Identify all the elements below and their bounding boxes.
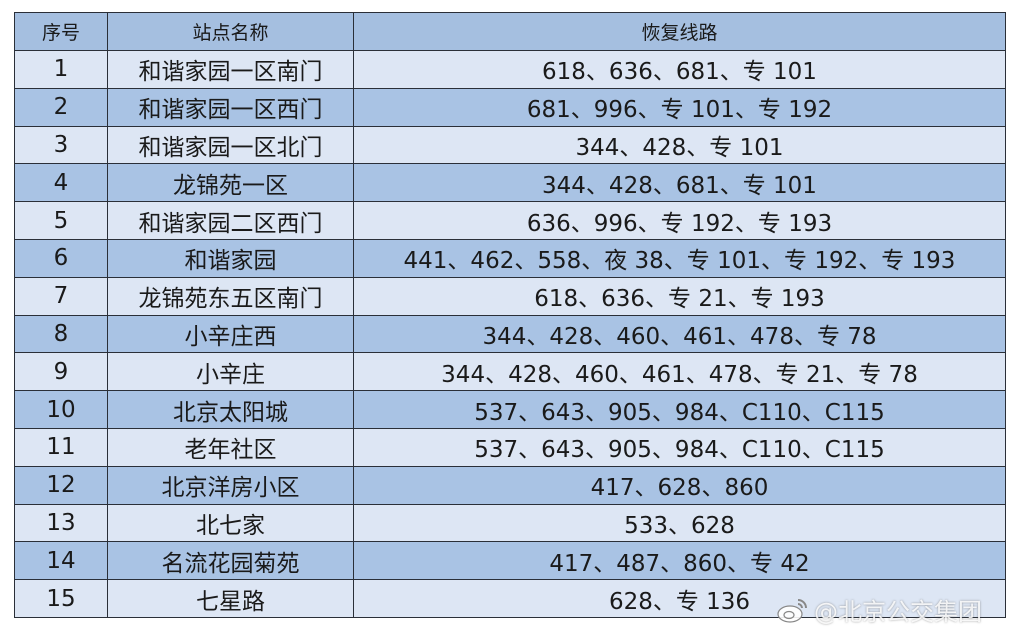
cell-index: 3	[14, 125, 108, 165]
table-row: 12 北京洋房小区 417、628、860	[14, 465, 1006, 505]
cell-station: 北京洋房小区	[107, 465, 354, 505]
cell-routes: 344、428、681、专 101	[353, 163, 1006, 203]
cell-station: 名流花园菊苑	[107, 541, 354, 581]
cell-index: 13	[14, 503, 108, 543]
table-row: 7 龙锦苑东五区南门 618、636、专 21、专 193	[14, 276, 1006, 316]
table-row: 6 和谐家园 441、462、558、夜 38、专 101、专 192、专 193	[14, 238, 1006, 278]
table-header-row: 序号 站点名称 恢复线路	[14, 12, 1006, 51]
cell-routes: 344、428、460、461、478、专 78	[353, 314, 1006, 354]
cell-station: 和谐家园一区西门	[107, 87, 354, 127]
table-row: 10 北京太阳城 537、643、905、984、C110、C115	[14, 390, 1006, 429]
table-row: 9 小辛庄 344、428、460、461、478、专 21、专 78	[14, 352, 1006, 392]
cell-routes: 618、636、681、专 101	[353, 50, 1006, 89]
cell-routes: 344、428、专 101	[353, 125, 1006, 165]
cell-routes: 537、643、905、984、C110、C115	[353, 390, 1006, 429]
table-row: 3 和谐家园一区北门 344、428、专 101	[14, 125, 1006, 165]
cell-station: 龙锦苑一区	[107, 163, 354, 203]
cell-routes: 417、628、860	[353, 465, 1006, 505]
cell-station: 和谐家园一区南门	[107, 50, 354, 89]
cell-routes: 344、428、460、461、478、专 21、专 78	[353, 352, 1006, 392]
table-row: 1 和谐家园一区南门 618、636、681、专 101	[14, 50, 1006, 89]
cell-station: 小辛庄	[107, 352, 354, 392]
weibo-logo-icon	[777, 598, 807, 623]
cell-station: 七星路	[107, 579, 354, 618]
table-row: 11 老年社区 537、643、905、984、C110、C115	[14, 427, 1006, 467]
table-row: 5 和谐家园二区西门 636、996、专 192、专 193	[14, 201, 1006, 240]
cell-station: 北京太阳城	[107, 390, 354, 429]
watermark-text: @北京公交集团	[814, 598, 982, 626]
cell-index: 15	[14, 579, 108, 618]
weibo-watermark: @北京公交集团	[776, 592, 982, 627]
cell-index: 2	[14, 87, 108, 127]
table-row: 13 北七家 533、628	[14, 503, 1006, 543]
header-routes: 恢复线路	[353, 12, 1006, 51]
table-row: 4 龙锦苑一区 344、428、681、专 101	[14, 163, 1006, 203]
cell-index: 7	[14, 276, 108, 316]
cell-index: 12	[14, 465, 108, 505]
cell-index: 8	[14, 314, 108, 354]
bus-route-recovery-table: 序号 站点名称 恢复线路 1 和谐家园一区南门 618、636、681、专 101 2…	[14, 12, 1006, 618]
cell-index: 5	[14, 201, 108, 240]
cell-routes: 417、487、860、专 42	[353, 541, 1006, 581]
cell-routes: 628、专 136	[353, 579, 1006, 618]
cell-routes: 533、628	[353, 503, 1006, 543]
cell-index: 1	[14, 50, 108, 89]
cell-station: 和谐家园一区北门	[107, 125, 354, 165]
cell-station: 龙锦苑东五区南门	[107, 276, 354, 316]
cell-index: 11	[14, 427, 108, 467]
cell-station: 老年社区	[107, 427, 354, 467]
cell-routes: 618、636、专 21、专 193	[353, 276, 1006, 316]
cell-station: 小辛庄西	[107, 314, 354, 354]
table-row: 8 小辛庄西 344、428、460、461、478、专 78	[14, 314, 1006, 354]
cell-index: 6	[14, 238, 108, 278]
header-station: 站点名称	[107, 12, 354, 51]
table-row: 2 和谐家园一区西门 681、996、专 101、专 192	[14, 87, 1006, 127]
table-row: 14 名流花园菊苑 417、487、860、专 42	[14, 541, 1006, 581]
cell-index: 10	[14, 390, 108, 429]
cell-station: 和谐家园二区西门	[107, 201, 354, 240]
cell-index: 9	[14, 352, 108, 392]
cell-routes: 441、462、558、夜 38、专 101、专 192、专 193	[353, 238, 1006, 278]
table-row: 15 七星路 628、专 136	[14, 579, 1006, 618]
cell-index: 4	[14, 163, 108, 203]
cell-routes: 636、996、专 192、专 193	[353, 201, 1006, 240]
cell-routes: 681、996、专 101、专 192	[353, 87, 1006, 127]
cell-index: 14	[14, 541, 108, 581]
header-index: 序号	[14, 12, 108, 51]
cell-station: 和谐家园	[107, 238, 354, 278]
cell-station: 北七家	[107, 503, 354, 543]
cell-routes: 537、643、905、984、C110、C115	[353, 427, 1006, 467]
